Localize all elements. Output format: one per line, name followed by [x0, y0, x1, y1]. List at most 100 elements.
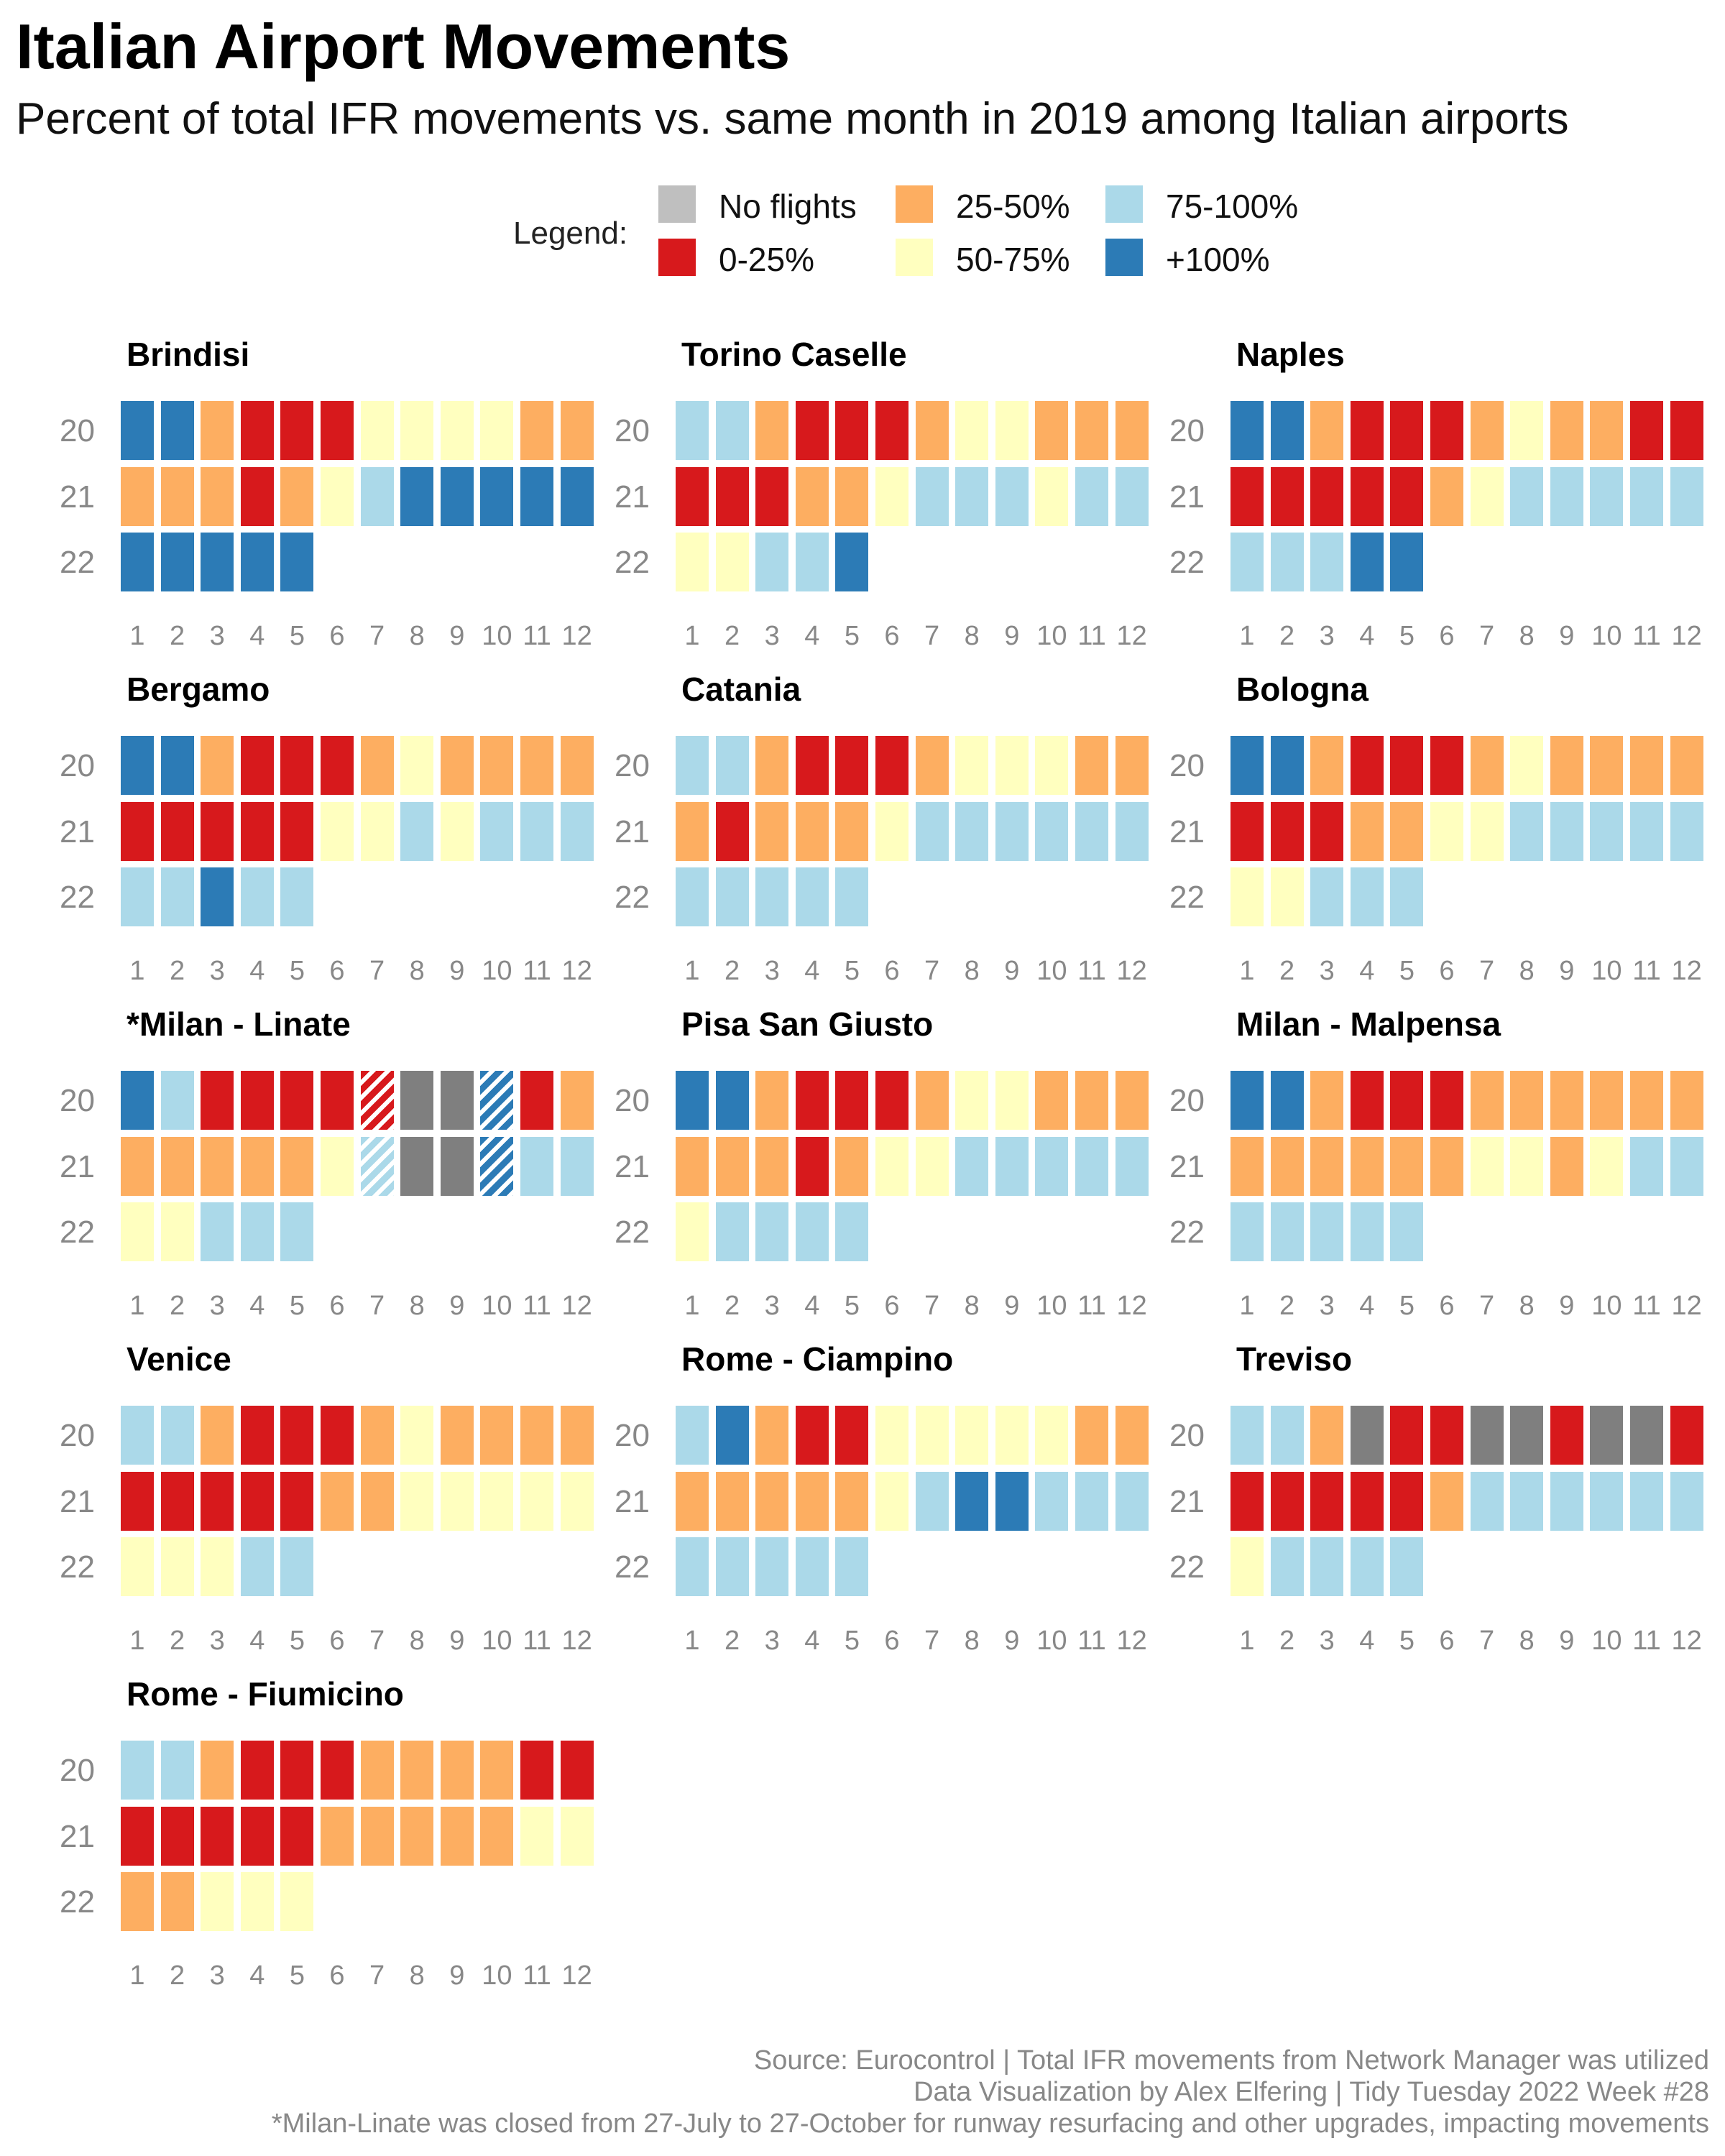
- panel-title: Torino Caselle: [681, 336, 907, 373]
- heat-tile: [480, 466, 514, 526]
- heat-tile: [795, 1136, 829, 1196]
- x-tick-label: 1: [684, 621, 700, 651]
- heat-tile: [1470, 801, 1504, 861]
- heat-tile: [1350, 401, 1384, 460]
- heat-tile: [955, 1406, 989, 1465]
- heat-tile: [480, 1406, 514, 1465]
- heat-tile: [121, 466, 154, 526]
- x-tick-label: 8: [964, 956, 980, 986]
- x-tick-label: 8: [1519, 621, 1535, 651]
- heat-tile: [755, 1136, 789, 1196]
- x-tick-label: 12: [561, 1961, 592, 1991]
- y-tick-label: 22: [615, 1549, 650, 1585]
- heat-tile: [715, 466, 749, 526]
- heat-tile: [1230, 1136, 1264, 1196]
- heat-tile: [1470, 736, 1504, 795]
- heat-tile: [955, 736, 989, 795]
- heat-tile: [1350, 1071, 1384, 1130]
- x-tick-label: 1: [129, 1961, 145, 1991]
- x-tick-label: 12: [561, 1291, 592, 1321]
- x-tick-label: 12: [561, 621, 592, 651]
- heat-tile: [280, 736, 314, 795]
- heat-tile: [321, 466, 354, 526]
- x-tick-label: 1: [129, 621, 145, 651]
- heat-tile: [160, 1406, 194, 1465]
- x-tick-label: 5: [289, 1961, 305, 1991]
- x-tick-label: 5: [844, 621, 860, 651]
- heat-tile: [480, 801, 514, 861]
- x-tick-label: 7: [924, 621, 940, 651]
- x-tick-label: 6: [329, 956, 345, 986]
- panel-title: Bologna: [1236, 671, 1368, 708]
- y-tick-label: 20: [60, 1418, 95, 1453]
- heat-tile: [835, 1071, 869, 1130]
- heat-tile: [240, 466, 274, 526]
- x-tick-label: 7: [1479, 621, 1495, 651]
- heat-tile: [1270, 801, 1304, 861]
- heat-tile: [480, 1741, 514, 1800]
- heat-tile: [676, 801, 709, 861]
- heat-tile: [280, 1471, 314, 1531]
- x-tick-label: 9: [1559, 621, 1575, 651]
- heat-tile: [201, 1806, 234, 1866]
- heat-tile: [480, 1136, 514, 1196]
- heat-tile: [995, 1406, 1029, 1465]
- legend-label: 75-100%: [1166, 188, 1299, 225]
- heat-tile: [560, 466, 594, 526]
- heat-tile: [560, 736, 594, 795]
- heat-tile: [360, 736, 394, 795]
- heat-tile: [440, 1741, 474, 1800]
- x-tick-label: 8: [964, 621, 980, 651]
- x-tick-label: 6: [884, 1291, 900, 1321]
- heat-tile: [160, 867, 194, 926]
- heat-tile: [795, 1471, 829, 1531]
- x-tick-label: 9: [449, 621, 465, 651]
- heat-tile: [400, 736, 434, 795]
- heat-tile: [160, 1202, 194, 1261]
- x-tick-label: 6: [1439, 1626, 1455, 1656]
- y-tick-label: 20: [1169, 748, 1205, 783]
- heat-tile: [121, 1071, 154, 1130]
- x-tick-label: 11: [1077, 1626, 1106, 1656]
- y-tick-label: 21: [1169, 814, 1205, 849]
- heat-tile: [715, 1202, 749, 1261]
- heat-tile: [755, 1202, 789, 1261]
- heat-tile: [955, 1071, 989, 1130]
- heat-tile: [1590, 1406, 1624, 1465]
- heat-tile: [240, 1806, 274, 1866]
- heat-tile: [240, 801, 274, 861]
- heat-tile: [835, 867, 869, 926]
- x-tick-label: 11: [1632, 956, 1661, 986]
- heat-tile: [280, 801, 314, 861]
- x-tick-label: 3: [1319, 956, 1335, 986]
- heat-tile: [1035, 401, 1069, 460]
- heat-tile: [676, 1471, 709, 1531]
- heat-tile: [1270, 1136, 1304, 1196]
- x-tick-label: 2: [724, 956, 740, 986]
- heat-tile: [1230, 1406, 1264, 1465]
- heat-tile: [1390, 1136, 1424, 1196]
- caption-source: Source: Eurocontrol | Total IFR movement…: [753, 2045, 1709, 2076]
- x-tick-label: 6: [1439, 1291, 1455, 1321]
- x-tick-label: 12: [1671, 1626, 1702, 1656]
- heat-tile: [201, 1071, 234, 1130]
- heat-tile: [280, 1741, 314, 1800]
- heat-tile: [1390, 1202, 1424, 1261]
- heat-tile: [1115, 1071, 1149, 1130]
- heat-tile: [676, 1136, 709, 1196]
- heat-tile: [160, 1136, 194, 1196]
- x-tick-label: 4: [249, 1291, 265, 1321]
- heat-tile: [1075, 1471, 1108, 1531]
- heat-tile: [440, 736, 474, 795]
- heat-tile: [755, 867, 789, 926]
- heat-tile: [1310, 736, 1344, 795]
- x-tick-label: 9: [1004, 1291, 1020, 1321]
- heat-tile: [1035, 736, 1069, 795]
- x-tick-label: 4: [249, 1626, 265, 1656]
- y-tick-label: 22: [60, 1215, 95, 1250]
- heat-tile: [400, 1136, 434, 1196]
- x-tick-label: 6: [884, 621, 900, 651]
- heat-tile: [755, 801, 789, 861]
- heat-tile: [160, 801, 194, 861]
- heat-tile: [360, 801, 394, 861]
